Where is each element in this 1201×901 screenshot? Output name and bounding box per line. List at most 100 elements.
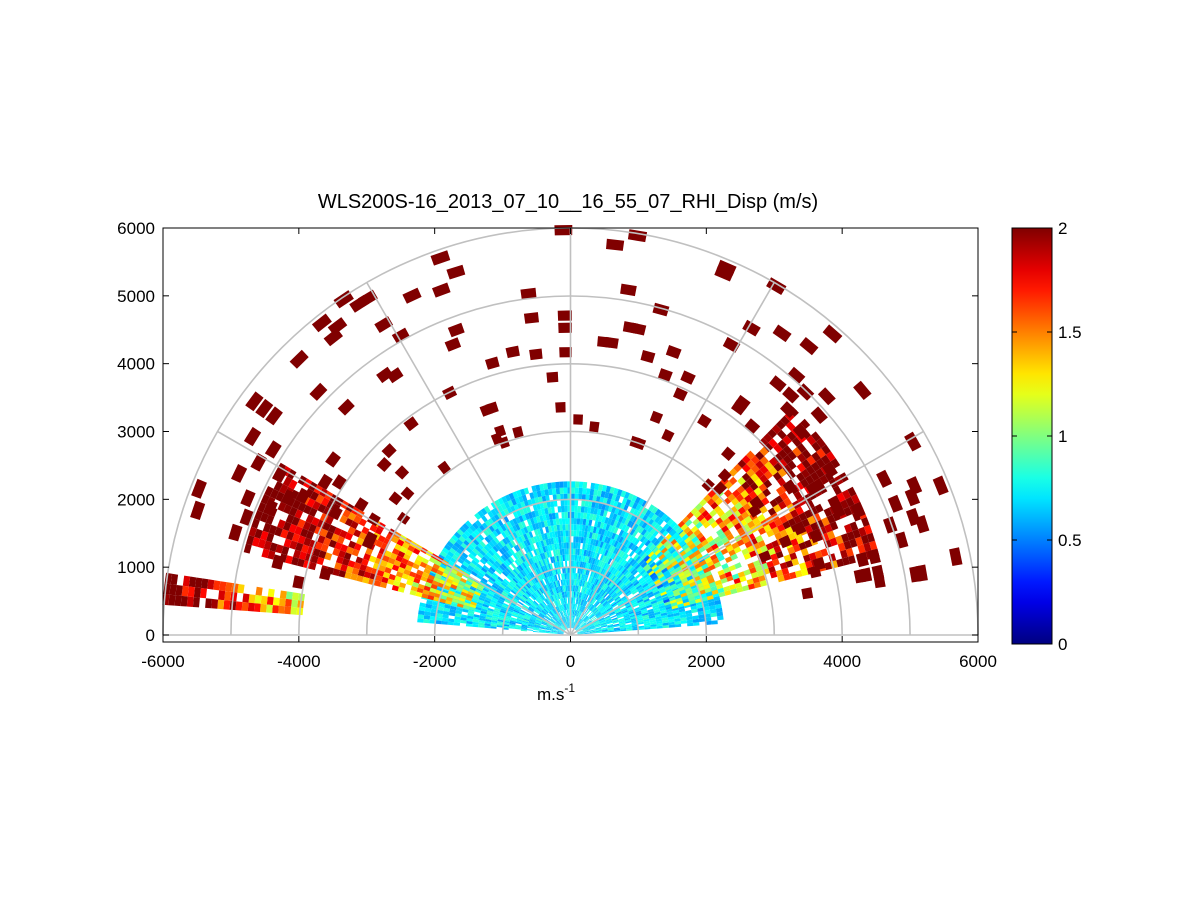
data-cell [465, 623, 473, 627]
data-cell [614, 570, 620, 577]
data-cell [515, 509, 522, 517]
radial-line [217, 430, 571, 636]
data-cell [562, 624, 567, 630]
data-cell [412, 563, 420, 570]
data-cell [578, 493, 583, 501]
data-cell [448, 537, 457, 545]
data-cell [649, 552, 656, 559]
data-cell [599, 589, 604, 595]
data-cell [824, 561, 833, 571]
data-cell [509, 548, 515, 555]
data-cell [456, 538, 464, 546]
data-cell [494, 528, 502, 536]
data-cell [702, 521, 711, 529]
data-cell [588, 563, 592, 570]
data-cell [866, 532, 875, 543]
data-cell [590, 615, 597, 621]
data-cell [686, 575, 694, 581]
data-cell [571, 603, 573, 610]
data-cell [685, 519, 693, 527]
data-cell [518, 612, 525, 616]
data-cell [655, 550, 663, 558]
data-cell [648, 551, 655, 558]
data-cell [333, 527, 342, 536]
data-cell [606, 550, 611, 558]
data-cell [528, 572, 534, 579]
data-cell [548, 550, 553, 558]
data-cell [524, 592, 530, 598]
data-cell [713, 536, 722, 544]
data-cell [612, 569, 619, 576]
data-cell [273, 481, 283, 492]
data-cell [529, 517, 535, 525]
data-cell [867, 548, 881, 565]
data-cell [544, 489, 549, 496]
data-cell [567, 591, 569, 598]
data-cell [567, 609, 570, 616]
data-cell [264, 486, 274, 497]
data-cell [733, 463, 742, 473]
data-cell [525, 590, 532, 597]
data-cell [554, 614, 559, 620]
data-cell [627, 564, 633, 571]
data-cell [465, 520, 473, 528]
data-cell [524, 553, 530, 560]
data-cell [631, 622, 638, 626]
data-cell [536, 597, 542, 604]
data-cell [532, 504, 538, 511]
data-cell [567, 615, 569, 622]
data-cell [774, 518, 783, 527]
data-cell [391, 585, 399, 592]
data-cell [638, 625, 645, 629]
data-cell [506, 584, 513, 590]
data-cell [509, 621, 516, 625]
data-cell [554, 574, 558, 581]
data-cell [497, 541, 504, 549]
data-cell [571, 622, 574, 628]
data-cell [388, 573, 396, 581]
data-cell [479, 540, 486, 548]
data-cell [328, 539, 337, 548]
data-cell [667, 565, 675, 572]
data-cell [577, 598, 580, 605]
data-cell [268, 524, 278, 535]
data-cell [796, 462, 806, 473]
data-cell [597, 540, 602, 548]
data-cell [560, 626, 565, 631]
data-cell [582, 580, 586, 587]
data-cell [582, 626, 588, 630]
x-tick-label: -4000 [277, 652, 320, 671]
data-cell [641, 561, 648, 568]
data-cell [640, 592, 647, 597]
data-cell [565, 573, 568, 580]
data-cell [282, 476, 293, 487]
data-cell [570, 554, 573, 561]
data-cell [680, 370, 696, 385]
data-cell [544, 552, 548, 559]
data-cell [853, 380, 872, 400]
data-cell [629, 598, 636, 603]
data-cell [578, 536, 582, 543]
data-cell [664, 603, 672, 609]
data-cell [576, 617, 580, 624]
data-cell [245, 391, 264, 412]
data-cell [577, 631, 584, 634]
data-cell [205, 598, 212, 609]
y-tick-label: 2000 [117, 490, 155, 509]
data-cell [347, 560, 356, 568]
data-cell [545, 628, 552, 631]
data-cell [698, 506, 706, 515]
data-cell [463, 530, 471, 538]
data-cell [583, 600, 587, 607]
data-cell [519, 579, 525, 586]
data-cell [575, 536, 579, 543]
data-cell [520, 521, 527, 528]
data-cell [659, 575, 666, 582]
data-cell [436, 569, 444, 576]
data-cell [528, 551, 534, 558]
data-cell [412, 548, 421, 555]
data-cell [275, 544, 284, 554]
data-cell [585, 488, 591, 495]
data-cell [529, 605, 536, 611]
data-cell [492, 530, 499, 537]
